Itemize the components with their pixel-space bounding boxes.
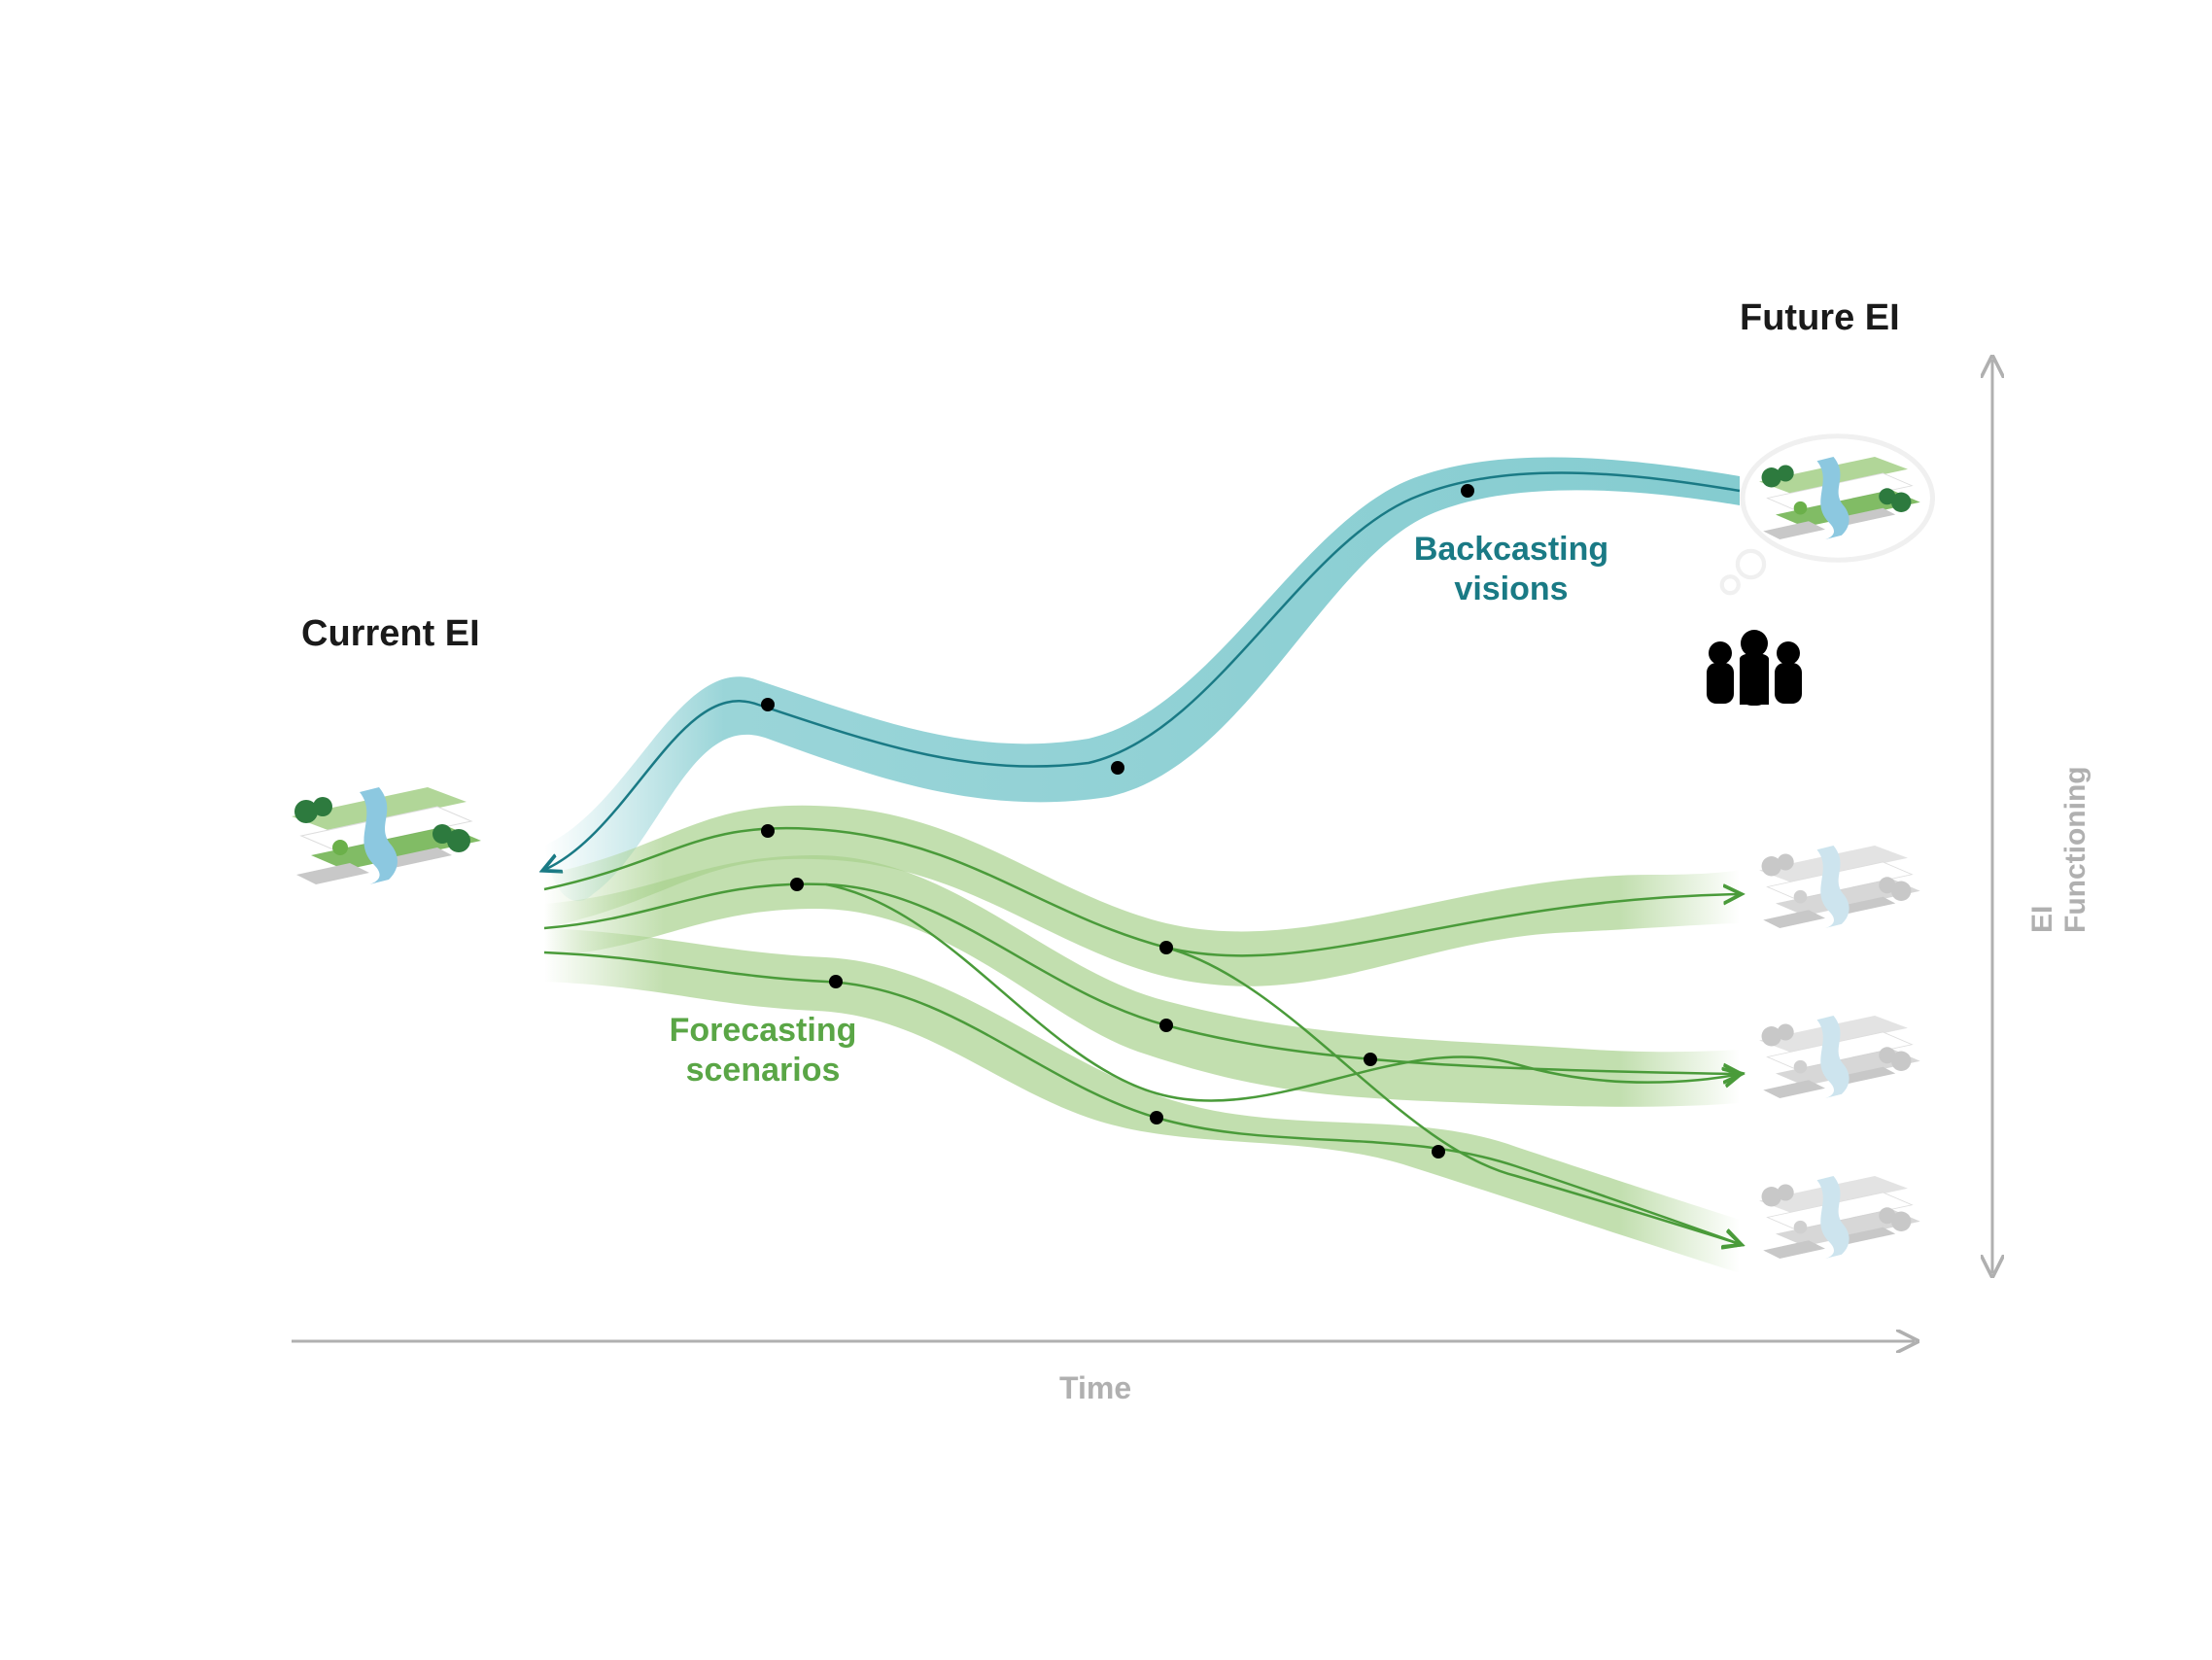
future-ei-label: Future EI (1740, 296, 1900, 341)
x-axis-label: Time (1059, 1370, 1131, 1406)
backcasting-label: Backcasting visions (1390, 530, 1633, 609)
y-axis-label: EI Functioning (2026, 747, 2092, 933)
current-ei-label: Current EI (301, 612, 480, 657)
forecasting-label: Forecasting scenarios (641, 1011, 884, 1090)
people-icon (1707, 630, 1802, 706)
map-icons (292, 436, 1933, 1259)
